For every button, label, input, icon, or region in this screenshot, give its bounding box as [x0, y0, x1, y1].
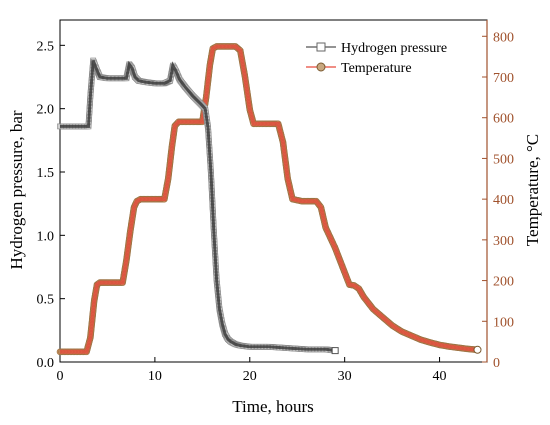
x-tick-label: 30	[338, 369, 352, 384]
right-tick-label: 700	[493, 71, 514, 86]
right-tick-label: 0	[493, 356, 500, 371]
x-axis: 0 10 20 30 40	[57, 357, 447, 384]
right-axis: 0 100 200 300 400 500 600 700 800	[482, 20, 514, 371]
left-tick-label: 2.0	[37, 103, 55, 118]
pressure-series	[57, 57, 339, 355]
right-tick-label: 500	[493, 152, 514, 167]
left-axis: 0.0 0.5 1.0 1.5 2.0 2.5	[37, 39, 65, 371]
legend: Hydrogen pressure Temperature	[306, 41, 447, 76]
right-tick-label: 600	[493, 112, 514, 127]
legend-temperature-marker	[316, 62, 326, 72]
plot-frame	[59, 19, 488, 363]
x-tick-label: 20	[243, 369, 257, 384]
right-tick-label: 800	[493, 30, 514, 45]
x-tick-label: 0	[57, 369, 64, 384]
right-tick-label: 200	[493, 275, 514, 290]
left-tick-label: 1.0	[37, 229, 55, 244]
x-tick-label: 40	[433, 369, 447, 384]
x-tick-label: 10	[148, 369, 162, 384]
legend-pressure-marker	[316, 42, 326, 52]
legend-pressure-label: Hydrogen pressure	[341, 41, 447, 56]
right-tick-label: 100	[493, 315, 514, 330]
temperature-line	[60, 44, 478, 354]
left-tick-label: 1.5	[37, 166, 55, 181]
left-tick-label: 0.0	[37, 356, 55, 371]
series-layer	[56, 43, 482, 356]
y-axis-title: Hydrogen pressure, bar	[7, 110, 26, 269]
left-tick-label: 2.5	[37, 39, 55, 54]
temperature-series	[56, 43, 482, 356]
right-tick-label: 400	[493, 193, 514, 208]
left-tick-label: 0.5	[37, 293, 55, 308]
right-tick-label: 300	[493, 234, 514, 249]
pressure-line	[60, 59, 336, 353]
x-axis-title: Time, hours	[232, 397, 314, 416]
temperature-end-marker	[473, 345, 482, 354]
pressure-end-marker	[331, 347, 339, 355]
legend-temperature-label: Temperature	[341, 61, 412, 76]
y2-axis-title: Temperature, °C	[523, 134, 542, 246]
